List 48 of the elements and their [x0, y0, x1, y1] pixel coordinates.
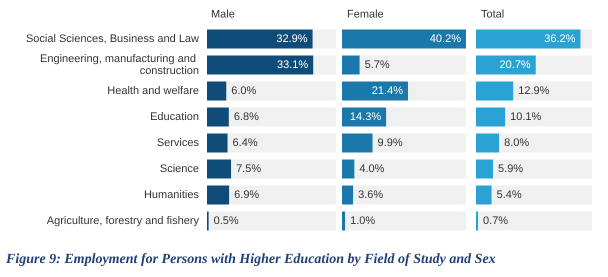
data-label: 6.4%: [232, 137, 258, 149]
data-label: 8.0%: [504, 137, 530, 149]
bar: [342, 186, 354, 204]
bar: [342, 212, 346, 230]
data-label: 6.9%: [234, 189, 260, 201]
data-label: 7.5%: [236, 163, 262, 175]
y-tick-label: Education: [150, 111, 199, 123]
data-label: 36.2%: [544, 33, 576, 45]
data-label: 21.4%: [372, 85, 404, 97]
data-label: 20.7%: [500, 59, 531, 71]
chart-title: Male: [211, 8, 235, 20]
bar: [207, 134, 228, 152]
data-label: 33.1%: [277, 59, 308, 71]
chart-title: Female: [347, 8, 384, 20]
data-label: 32.9%: [276, 33, 308, 45]
bar: [207, 186, 230, 204]
data-label: 5.9%: [498, 163, 524, 175]
bar: [207, 108, 229, 126]
bar: [476, 134, 500, 152]
bar: [342, 56, 360, 74]
y-tick-label: Humanities: [144, 189, 200, 201]
y-tick-label: Social Sciences, Business and Law: [26, 33, 200, 45]
data-label: 5.4%: [496, 189, 522, 201]
data-label: 14.3%: [350, 111, 382, 123]
y-tick-label: Engineering, manufacturing and construction: [40, 53, 199, 77]
data-label: 0.7%: [483, 215, 508, 227]
y-tick-label: Agriculture, forestry and fishery: [46, 215, 200, 227]
data-label: 10.1%: [510, 111, 542, 123]
data-label: 40.2%: [430, 33, 462, 45]
data-label: 3.6%: [358, 189, 384, 201]
data-label: 9.9%: [378, 137, 403, 149]
bar: [207, 82, 226, 100]
bar: [207, 160, 232, 178]
data-label: 1.0%: [350, 215, 376, 227]
data-label: 0.5%: [214, 215, 239, 227]
y-tick-label: Health and welfare: [107, 85, 199, 97]
bar: [342, 160, 354, 178]
data-label: 6.8%: [234, 111, 260, 123]
chart-title: Total: [481, 8, 504, 20]
data-label: 4.0%: [359, 163, 385, 175]
y-tick-label: Science: [160, 163, 199, 175]
caption: Figure 9: Employment for Persons with Higher Education by Field of Study and Sex: [6, 252, 496, 268]
data-label: 5.7%: [364, 59, 390, 71]
data-label: 12.9%: [518, 85, 550, 97]
bar: [476, 160, 494, 178]
y-tick-label: Services: [156, 137, 200, 149]
data-label: 6.0%: [231, 85, 257, 97]
bar: [476, 186, 492, 204]
